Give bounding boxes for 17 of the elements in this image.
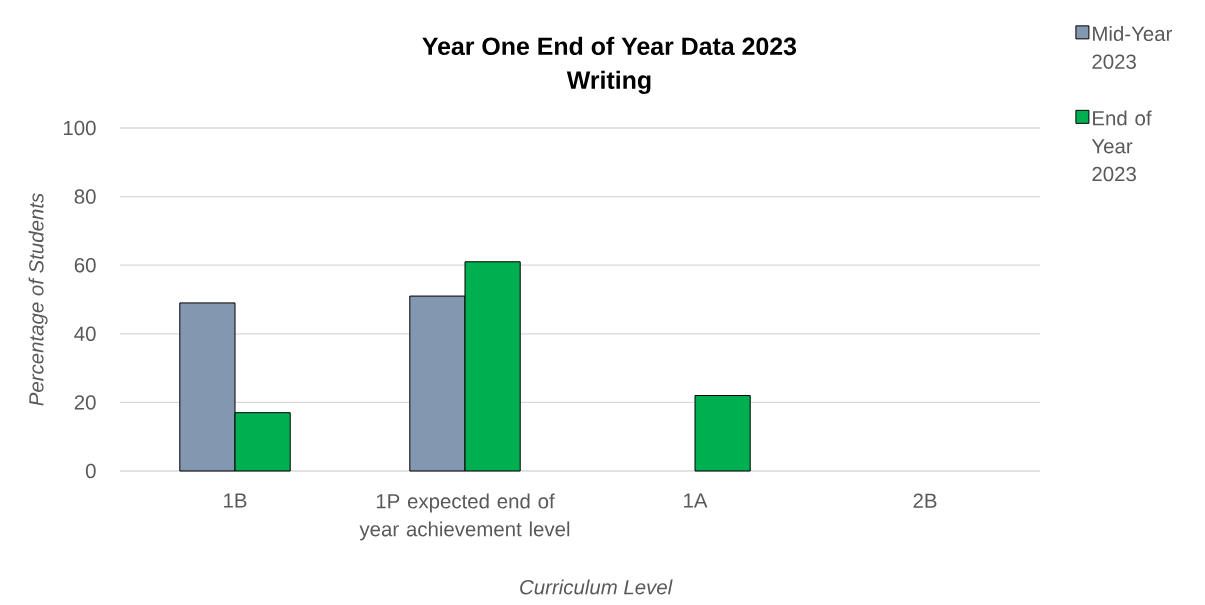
x-tick-label: 2B [913, 493, 937, 508]
x-tick-label: 1B [224, 493, 247, 508]
y-tick-label: 100 [63, 120, 96, 136]
y-tick-label: 0 [85, 463, 96, 479]
chart-subtitle: Writing [566, 70, 651, 95]
y-tick-label: 40 [74, 326, 96, 342]
x-tick-label: 1A [684, 493, 708, 508]
chart-title: Year One End of Year Data 2023 [422, 36, 797, 56]
x-axis-title: Curriculum Level [520, 579, 673, 595]
y-tick-label: 80 [74, 189, 96, 204]
legend-label: Mid-Year 2023 [1092, 26, 1173, 69]
y-axis-title: Percentage of Students [28, 193, 48, 406]
y-tick-label: 60 [74, 257, 96, 273]
y-tick-label: 20 [74, 395, 96, 410]
bar [694, 395, 751, 472]
x-tick-label: 1P expected end of year achievement level [359, 493, 570, 541]
legend-label: End of Year 2023 [1091, 110, 1152, 182]
